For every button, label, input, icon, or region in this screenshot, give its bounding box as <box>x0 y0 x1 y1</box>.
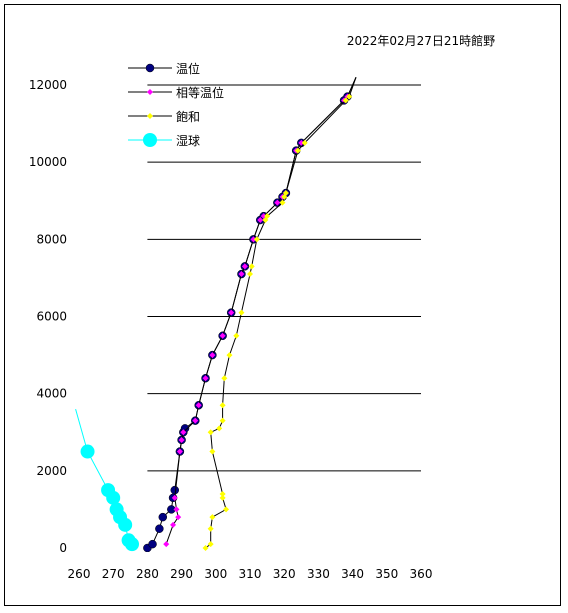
data-point <box>228 309 235 316</box>
grid-layer <box>147 84 421 472</box>
data-point <box>253 236 260 243</box>
legend-item: 相等温位 <box>128 85 224 100</box>
data-point <box>294 147 301 154</box>
data-point <box>145 63 155 73</box>
x-tick-label: 300 <box>204 567 227 581</box>
data-point <box>282 190 289 197</box>
data-point <box>158 512 168 522</box>
data-point <box>118 517 133 532</box>
data-point <box>238 309 245 316</box>
y-tick-label: 4000 <box>36 387 67 401</box>
data-point <box>175 514 182 521</box>
chart-title: 2022年02月27日21時館野 <box>347 33 495 48</box>
y-tick-label: 8000 <box>36 232 67 246</box>
data-point <box>219 494 226 501</box>
y-tick-label: 0 <box>59 541 67 555</box>
x-tick-label: 350 <box>375 567 398 581</box>
x-tick-label: 320 <box>273 567 296 581</box>
data-point <box>148 539 157 549</box>
data-point <box>279 199 286 206</box>
legend-label: 温位 <box>176 61 200 76</box>
data-point <box>219 417 226 424</box>
data-point <box>170 485 180 495</box>
legend-label: 湿球 <box>176 133 200 148</box>
data-point <box>221 375 228 382</box>
series-温位 <box>143 77 357 552</box>
x-tick-label: 360 <box>410 567 433 581</box>
data-point <box>180 429 187 436</box>
data-point <box>209 448 216 455</box>
data-point <box>178 436 185 443</box>
x-tick-label: 340 <box>341 567 364 581</box>
data-point <box>301 139 308 146</box>
data-point <box>238 271 245 278</box>
series-layer <box>75 77 357 552</box>
data-point <box>248 263 255 270</box>
data-point <box>207 429 214 436</box>
x-tick-label: 290 <box>170 567 193 581</box>
data-point <box>247 271 253 278</box>
data-point <box>209 514 216 521</box>
y-tick-label: 2000 <box>36 464 67 478</box>
y-tick-label: 12000 <box>29 78 67 92</box>
legend-item: 温位 <box>128 61 200 76</box>
y-tick-label: 6000 <box>36 310 67 324</box>
data-point <box>264 213 271 220</box>
data-point <box>233 332 240 339</box>
chart-frame <box>4 4 561 606</box>
data-point <box>346 93 353 100</box>
data-point <box>195 402 202 409</box>
legend-label: 飽和 <box>176 109 200 124</box>
x-tick-label: 270 <box>102 567 125 581</box>
data-point <box>155 524 164 533</box>
legend-item: 飽和 <box>128 109 200 124</box>
data-point <box>219 332 226 339</box>
data-point <box>219 490 226 497</box>
x-tick-label: 310 <box>239 567 262 581</box>
data-point <box>342 97 349 104</box>
data-point <box>147 89 153 95</box>
data-point <box>147 113 153 119</box>
x-tick-label: 330 <box>307 567 330 581</box>
axis-layer: 0 2000 4000 6000 8000 10000 12000 260 270 280 290 3… <box>29 78 433 581</box>
data-point <box>170 521 177 528</box>
data-point <box>202 375 209 382</box>
legend-item: 湿球 <box>128 133 200 148</box>
x-tick-label: 260 <box>68 567 91 581</box>
data-point <box>143 133 157 147</box>
data-point <box>226 352 233 359</box>
data-point <box>250 236 257 243</box>
data-point <box>216 425 223 432</box>
data-point <box>80 444 95 459</box>
data-point <box>125 537 140 552</box>
data-point <box>257 217 264 224</box>
data-point <box>173 506 180 513</box>
y-tick-label: 10000 <box>29 155 67 169</box>
series-飽和 <box>202 77 357 551</box>
x-tick-label: 280 <box>136 567 159 581</box>
data-point <box>202 545 209 551</box>
data-point <box>171 494 178 501</box>
data-point <box>176 448 183 455</box>
data-point <box>106 490 121 505</box>
data-point <box>207 541 214 548</box>
series-湿球 <box>75 408 140 552</box>
data-point <box>219 402 226 409</box>
data-point <box>274 199 281 206</box>
data-point <box>209 352 216 359</box>
legend-label: 相等温位 <box>176 85 224 100</box>
data-point <box>192 417 199 424</box>
data-point <box>223 506 230 513</box>
data-point <box>207 525 214 532</box>
data-point <box>241 263 248 270</box>
data-point <box>163 541 170 548</box>
